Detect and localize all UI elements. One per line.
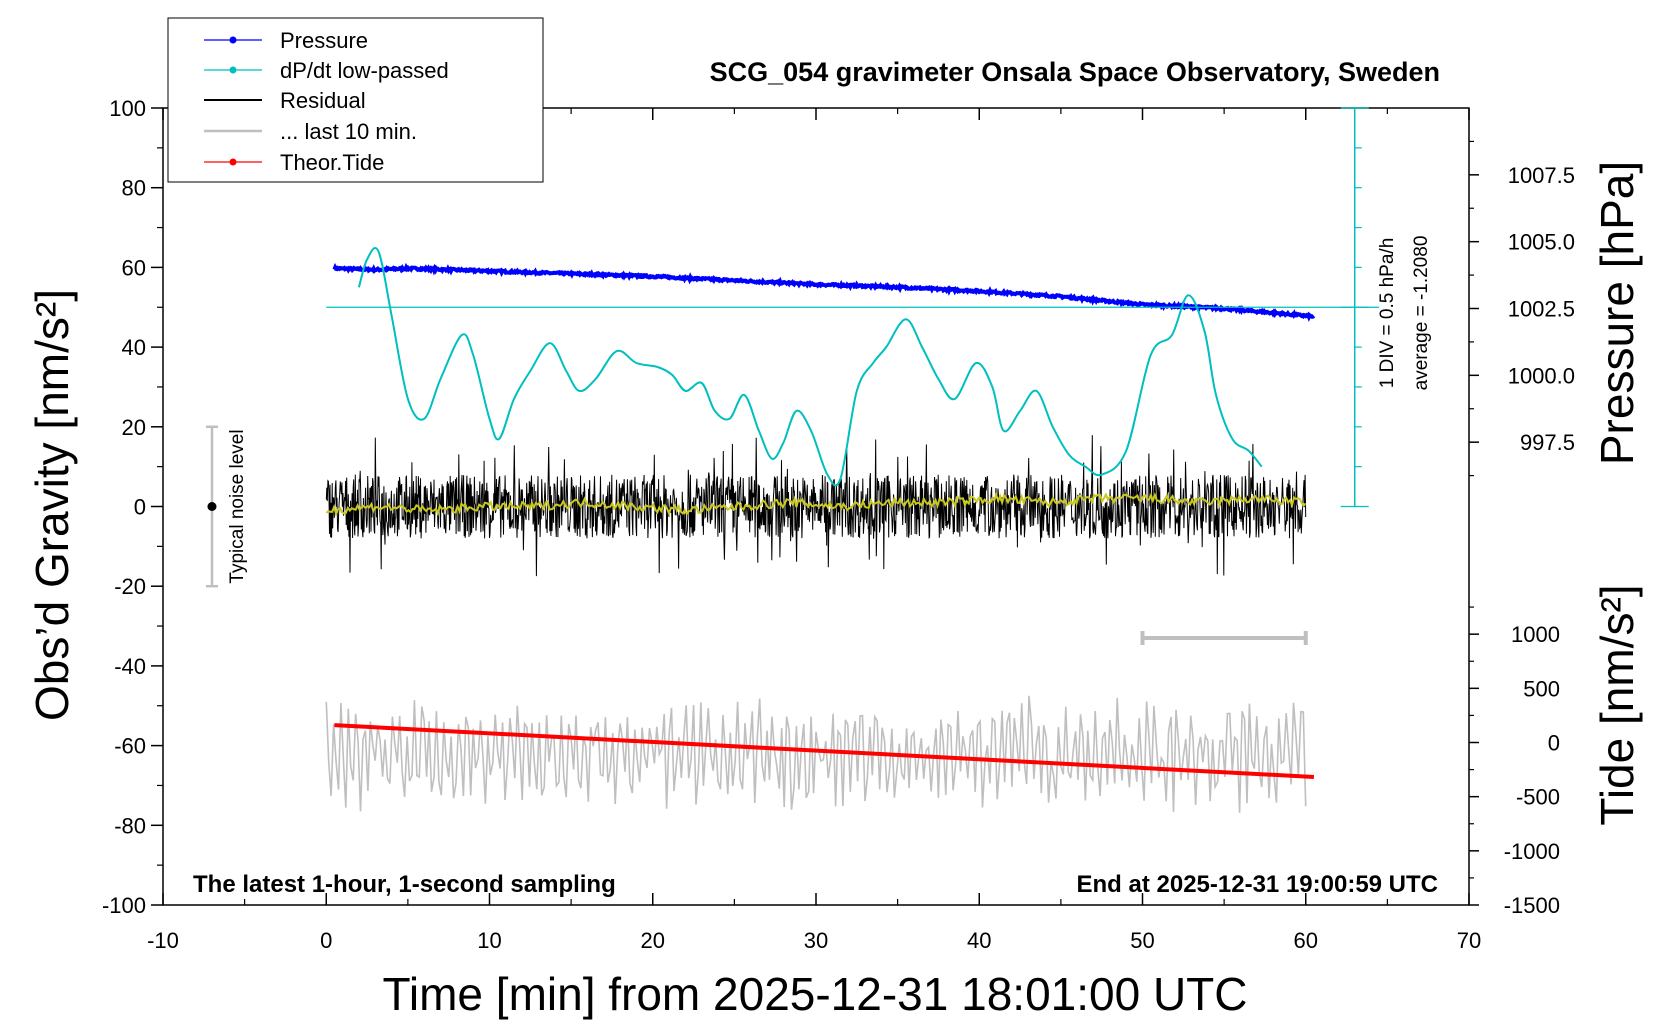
legend-dpdt-label: dP/dt low-passed	[280, 58, 449, 83]
tide-tick-label: 500	[1523, 676, 1560, 701]
noise-level-label: Typical noise level	[227, 429, 248, 583]
tide-tick-label: 0	[1548, 731, 1560, 756]
legend-entry-tide: Theor.Tide	[204, 150, 384, 175]
pressure-tick-label: 1000.0	[1508, 363, 1575, 388]
y-tick-label: -20	[114, 574, 146, 599]
x-axis-label: Time [min] from 2025-12-31 18:01:00 UTC	[383, 968, 1248, 1020]
y-tick-label: -80	[114, 813, 146, 838]
tide-axis-ticks: -1500 -1000 -500 0 500 1000	[1469, 606, 1560, 918]
pressure-series	[332, 262, 1316, 322]
legend-dpdt-marker	[229, 66, 237, 74]
y-axis-label-tide: Tide [nm/s²]	[1591, 584, 1643, 825]
x-tick-label: 60	[1294, 928, 1318, 953]
legend-tide-marker	[229, 158, 237, 166]
tide-tick-label: -1500	[1504, 893, 1560, 918]
pressure-tick-label: 1007.5	[1508, 163, 1575, 188]
x-tick-label: 50	[1130, 928, 1154, 953]
legend-pressure-marker	[229, 36, 237, 44]
last-10-min-series	[325, 695, 1307, 813]
x-axis-ticks: -10 0 10 20 30 40 50 60 70	[147, 108, 1481, 953]
legend-entry-residual: Residual	[204, 88, 366, 113]
x-tick-label: 0	[320, 928, 332, 953]
y-tick-label: 100	[109, 96, 146, 121]
x-tick-label: 30	[804, 928, 828, 953]
y-tick-label: 20	[122, 415, 146, 440]
y-axis-ticks: -100 -80 -60 -40 -20 0 20 40 60 80 100	[102, 96, 163, 918]
dpdt-low-passed-series	[357, 246, 1263, 487]
x-tick-label: -10	[147, 928, 179, 953]
chart-title: SCG_054 gravimeter Onsala Space Observat…	[710, 57, 1440, 87]
x-tick-label: 10	[477, 928, 501, 953]
theor-tide-series	[334, 723, 1315, 779]
y-tick-label: -40	[114, 654, 146, 679]
noise-level-marker	[205, 425, 218, 588]
x-tick-label: 70	[1457, 928, 1481, 953]
x-tick-label: 40	[967, 928, 991, 953]
series-layer	[325, 246, 1380, 813]
legend: Pressure dP/dt low-passed Residual ... l…	[167, 17, 544, 183]
y-tick-label: 80	[122, 176, 146, 201]
tide-tick-label: 1000	[1511, 622, 1560, 647]
legend-entry-last10: ... last 10 min.	[204, 119, 417, 144]
last-10-min-range-bar	[1140, 631, 1308, 646]
dpdt-scale-label: 1 DIV = 0.5 hPa/h	[1377, 238, 1398, 389]
legend-entry-dpdt: dP/dt low-passed	[204, 58, 449, 83]
y-tick-label: -60	[114, 734, 146, 759]
footer-left-note: The latest 1-hour, 1-second sampling	[193, 871, 616, 898]
y-tick-label: 60	[122, 255, 146, 280]
x-tick-label: 20	[641, 928, 665, 953]
dpdt-scale-axis	[1340, 107, 1369, 508]
tide-tick-label: -1000	[1504, 839, 1560, 864]
residual-series	[325, 435, 1307, 577]
pressure-tick-label: 1002.5	[1508, 297, 1575, 322]
y-tick-label: 0	[134, 495, 146, 520]
legend-residual-label: Residual	[280, 88, 366, 113]
legend-last10-label: ... last 10 min.	[280, 119, 417, 144]
footer-right-note: End at 2025-12-31 19:00:59 UTC	[1077, 871, 1439, 898]
noise-level-dot	[207, 502, 217, 511]
y-axis-label-pressure: Pressure [hPa]	[1591, 161, 1643, 465]
pressure-tick-label: 997.5	[1520, 430, 1575, 455]
legend-tide-label: Theor.Tide	[280, 150, 384, 175]
residual-smoothed-series	[325, 491, 1307, 517]
pressure-axis-ticks: 997.5 1000.0 1002.5 1005.0 1007.5	[1469, 140, 1575, 477]
y-tick-label: 40	[122, 335, 146, 360]
pressure-tick-label: 1005.0	[1508, 230, 1575, 255]
legend-pressure-label: Pressure	[280, 28, 368, 53]
tide-tick-label: -500	[1516, 785, 1560, 810]
dpdt-average-label: average = -1.2080	[1411, 236, 1432, 391]
y-axis-label-left: Obs’d Gravity [nm/s²]	[26, 289, 78, 721]
legend-entry-pressure: Pressure	[204, 28, 368, 53]
y-tick-label: -100	[102, 893, 146, 918]
